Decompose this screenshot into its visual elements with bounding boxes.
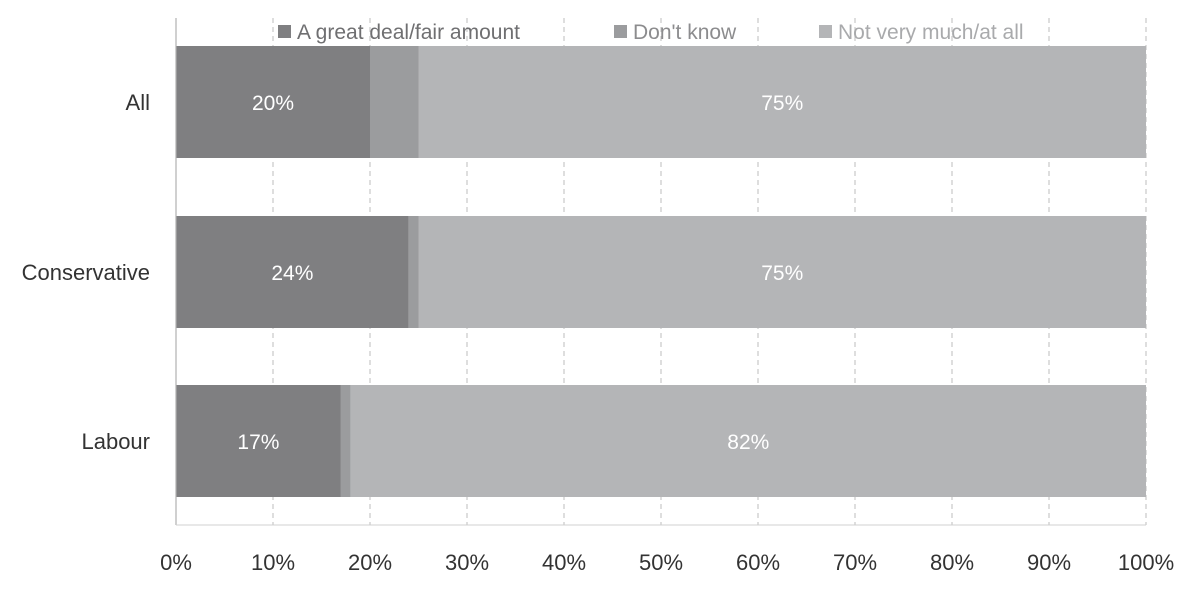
x-tick-label: 50% xyxy=(639,550,683,575)
data-label: 20% xyxy=(252,92,294,115)
bar-segment xyxy=(340,385,351,497)
bar-segment xyxy=(370,46,419,158)
data-label: 75% xyxy=(761,262,803,285)
legend-label: A great deal/fair amount xyxy=(297,21,520,44)
bar-segment xyxy=(350,385,1147,497)
legend-swatch xyxy=(278,25,291,38)
x-tick-label: 100% xyxy=(1118,550,1174,575)
bar-segment xyxy=(418,46,1146,158)
category-label: Labour xyxy=(81,429,150,454)
data-label: 24% xyxy=(271,262,313,285)
x-tick-label: 10% xyxy=(251,550,295,575)
legend: A great deal/fair amount Don't know Not ve… xyxy=(278,21,1024,44)
x-tick-label: 70% xyxy=(833,550,877,575)
x-tick-label: 30% xyxy=(445,550,489,575)
bar-segment xyxy=(176,46,370,158)
x-tick-label: 80% xyxy=(930,550,974,575)
bar-segment xyxy=(418,216,1146,328)
x-tick-label: 20% xyxy=(348,550,392,575)
bars xyxy=(176,46,1147,497)
legend-label: Not very much/at all xyxy=(838,21,1024,44)
labels: 0% 10% 20% 30% 40% 50% 60% 70% 80% 90% 100% 20% 75% A… xyxy=(22,90,1175,575)
category-label: Conservative xyxy=(22,260,150,285)
category-label: All xyxy=(126,90,150,115)
x-tick-label: 40% xyxy=(542,550,586,575)
bar-segment xyxy=(176,216,409,328)
x-tick-label: 60% xyxy=(736,550,780,575)
data-label: 82% xyxy=(727,431,769,454)
x-tick-label: 90% xyxy=(1027,550,1071,575)
axes xyxy=(175,18,1146,526)
data-label: 17% xyxy=(237,431,279,454)
bar-segment xyxy=(408,216,419,328)
legend-label: Don't know xyxy=(633,21,737,44)
bar-segment xyxy=(176,385,341,497)
x-tick-label: 0% xyxy=(160,550,192,575)
legend-swatch xyxy=(819,25,832,38)
legend-swatch xyxy=(614,25,627,38)
data-label: 75% xyxy=(761,92,803,115)
